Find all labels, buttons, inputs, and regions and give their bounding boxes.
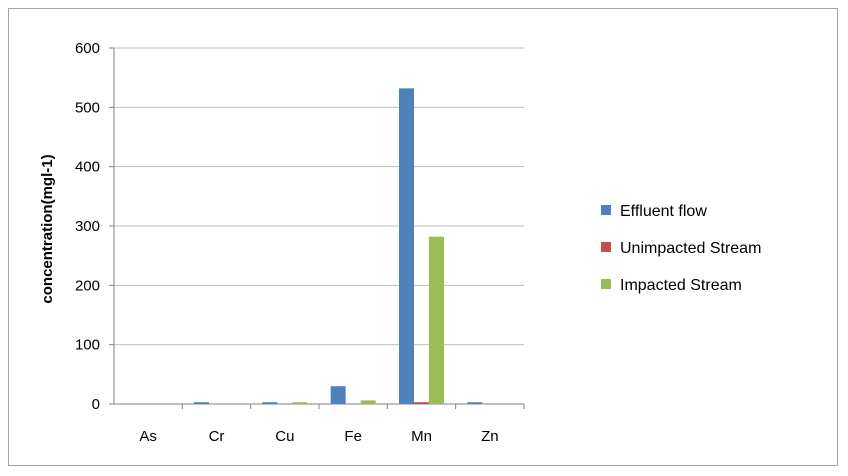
x-tick-label: Cu — [275, 428, 294, 445]
legend-swatch — [601, 279, 611, 289]
legend-swatch — [601, 205, 611, 215]
bar-effluent-flow-zn — [467, 402, 483, 404]
x-tick-label: Fe — [344, 428, 362, 445]
y-tick-label: 100 — [75, 337, 100, 354]
axes — [109, 47, 525, 409]
y-tick-label: 300 — [75, 218, 100, 235]
y-tick-label: 600 — [75, 40, 100, 57]
y-tick-label: 500 — [75, 99, 100, 116]
y-tick-label: 200 — [75, 277, 100, 294]
bar-effluent-flow-fe — [330, 386, 346, 404]
y-tick-label: 400 — [75, 159, 100, 176]
bar-effluent-flow-cu — [262, 402, 278, 404]
chart-area — [8, 8, 838, 466]
legend-entry: Unimpacted Stream — [620, 240, 761, 257]
x-tick-label: As — [139, 428, 157, 445]
bar-effluent-flow-mn — [399, 88, 414, 404]
y-tick-label: 0 — [92, 396, 100, 413]
x-tick-label: Zn — [481, 428, 499, 445]
legend-swatch — [601, 242, 611, 252]
y-axis-label: concentration(mgl-1) — [39, 154, 56, 303]
legend: Effluent flow Unimpacted Stream Impacted S… — [601, 203, 761, 294]
bar-effluent-flow-cr — [194, 402, 209, 404]
bar-unimpacted-stream-mn — [414, 402, 429, 404]
bar-impacted-stream-cu — [292, 402, 308, 404]
x-tick-label: Mn — [411, 428, 432, 445]
gridlines — [114, 47, 524, 346]
x-tick-label: Cr — [209, 428, 225, 445]
legend-entry: Effluent flow — [620, 203, 707, 220]
tick-labels: 0 100 200 300 400 500 600 As Cr Cu Fe Mn Zn — [75, 40, 499, 445]
legend-entry: Impacted Stream — [620, 277, 742, 294]
bars — [125, 88, 483, 404]
bar-impacted-stream-fe — [360, 400, 376, 404]
bar-impacted-stream-mn — [429, 236, 444, 404]
